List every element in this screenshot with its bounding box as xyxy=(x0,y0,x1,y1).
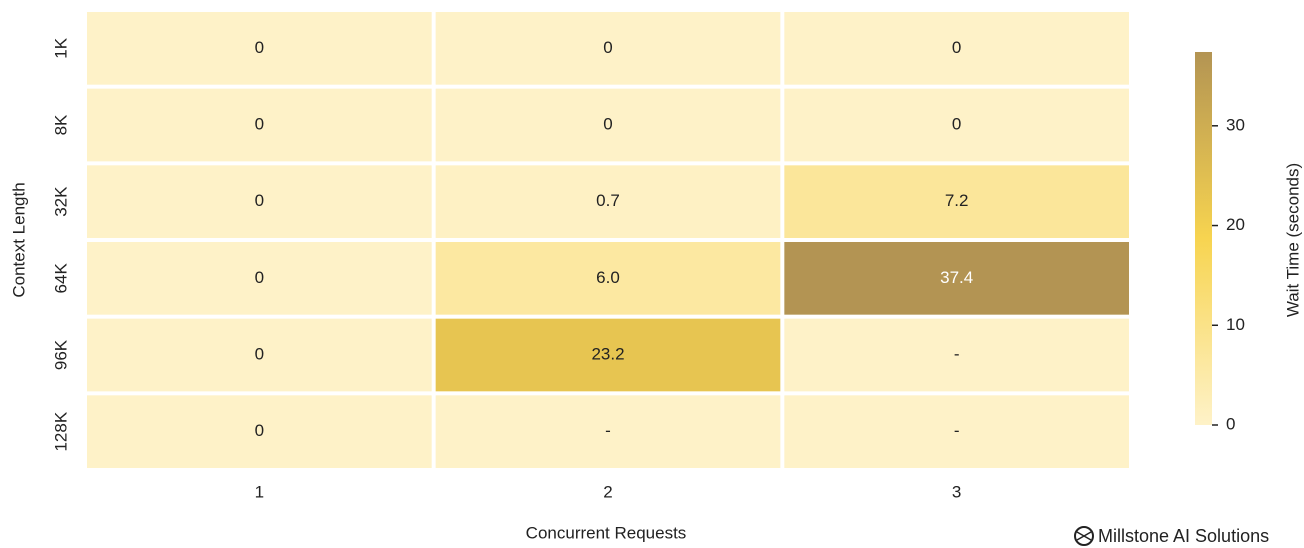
x-tick-label: 1 xyxy=(255,482,264,501)
heatmap-cell xyxy=(784,88,1129,162)
heatmap-cell xyxy=(435,88,781,162)
heatmap-cell xyxy=(784,395,1129,468)
colorbar-tick-label: 10 xyxy=(1226,315,1245,334)
heatmap-cell xyxy=(435,318,781,392)
heatmap-cell xyxy=(87,318,432,392)
cell-label: 0 xyxy=(603,38,612,57)
cell-label: 0 xyxy=(952,114,961,133)
y-tick-label: 32K xyxy=(51,186,70,217)
watermark: Millstone AI Solutions xyxy=(1098,526,1269,546)
cell-label: 0 xyxy=(255,421,264,440)
cell-label: 37.4 xyxy=(940,268,973,287)
heatmap-cell xyxy=(87,88,432,162)
heatmap-cell xyxy=(435,395,781,468)
y-tick-label: 8K xyxy=(51,114,70,135)
cell-label: 0 xyxy=(255,191,264,210)
y-tick-label: 64K xyxy=(51,263,70,294)
cell-label: 6.0 xyxy=(596,268,620,287)
cell-label: 0.7 xyxy=(596,191,620,210)
heatmap-cell xyxy=(784,165,1129,238)
y-axis-label: Context Length xyxy=(9,182,28,297)
heatmap-cell xyxy=(435,242,781,315)
heatmap-cell xyxy=(784,12,1129,85)
cell-label: - xyxy=(954,421,960,440)
colorbar-tick-label: 20 xyxy=(1226,215,1245,234)
cell-label: 0 xyxy=(255,114,264,133)
colorbar-label: Wait Time (seconds) xyxy=(1283,163,1302,317)
cell-label: 0 xyxy=(952,38,961,57)
heatmap-cell xyxy=(784,242,1129,315)
x-axis-label: Concurrent Requests xyxy=(526,523,687,542)
cell-label: - xyxy=(954,344,960,363)
colorbar xyxy=(1195,52,1212,425)
x-tick-label: 2 xyxy=(603,482,612,501)
heatmap-cell xyxy=(435,165,781,238)
cell-label: 0 xyxy=(603,114,612,133)
cell-label: 0 xyxy=(255,268,264,287)
heatmap-cell xyxy=(87,165,432,238)
colorbar-tick-label: 30 xyxy=(1226,115,1245,134)
x-tick-label: 3 xyxy=(952,482,961,501)
watermark-logo xyxy=(1074,526,1094,546)
cell-label: 7.2 xyxy=(945,191,969,210)
colorbar-tick-label: 0 xyxy=(1226,414,1235,433)
cell-label: 0 xyxy=(255,344,264,363)
y-tick-label: 96K xyxy=(51,339,70,370)
heatmap-cell xyxy=(87,12,432,85)
y-tick-label: 128K xyxy=(51,411,70,451)
heatmap-cell xyxy=(435,12,781,85)
heatmap-cell xyxy=(87,242,432,315)
cell-label: 23.2 xyxy=(591,344,624,363)
heatmap-cell xyxy=(87,395,432,468)
heatmap-cell xyxy=(784,318,1129,392)
y-tick-label: 1K xyxy=(51,37,70,58)
cell-label: - xyxy=(605,421,611,440)
cell-label: 0 xyxy=(255,38,264,57)
